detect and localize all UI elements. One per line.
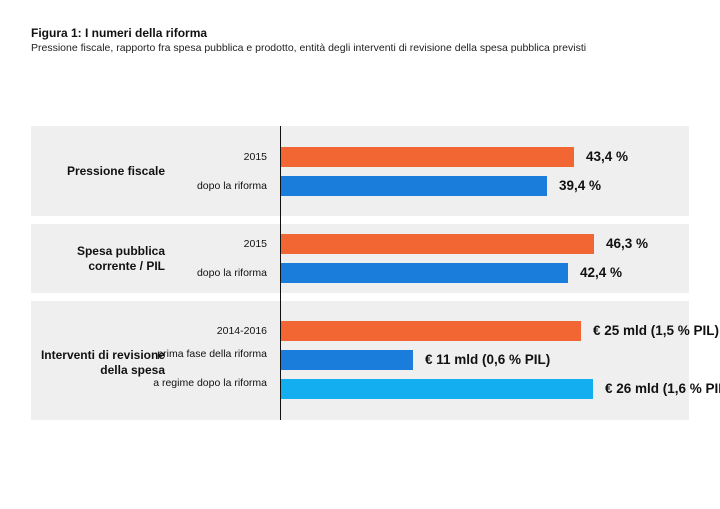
bar (281, 379, 593, 399)
category-label: prima fase della riforma (157, 348, 267, 360)
bar (281, 321, 581, 341)
bar (281, 350, 413, 370)
bar (281, 234, 594, 254)
group-label: Spesa pubblica corrente / PIL (76, 244, 165, 273)
category-label: 2015 (243, 151, 267, 163)
group-band (31, 126, 689, 216)
bar (281, 176, 547, 196)
category-label: dopo la riforma (196, 180, 267, 192)
chart-subtitle: Pressione fiscale, rapporto fra spesa pu… (31, 42, 587, 54)
value-label: 43,4 % (586, 149, 629, 164)
y-axis-line (280, 126, 281, 420)
category-label: dopo la riforma (196, 267, 267, 279)
value-label: 46,3 % (606, 236, 649, 251)
group-label: Interventi di revisione della spesa (40, 348, 165, 377)
group-label: Pressione fiscale (66, 164, 165, 178)
value-label: € 25 mld (1,5 % PIL) (593, 323, 720, 338)
value-label: 39,4 % (559, 178, 602, 193)
category-label: 2015 (243, 238, 267, 250)
bar (281, 263, 568, 283)
category-label: 2014-2016 (216, 325, 267, 337)
value-label: € 26 mld (1,6 % PIL) (605, 381, 720, 396)
value-label: € 11 mld (0,6 % PIL) (425, 352, 551, 367)
category-label: a regime dopo la riforma (153, 377, 267, 389)
bar (281, 147, 574, 167)
value-label: 42,4 % (580, 265, 623, 280)
chart-title: Figura 1: I numeri della riforma (31, 26, 208, 40)
